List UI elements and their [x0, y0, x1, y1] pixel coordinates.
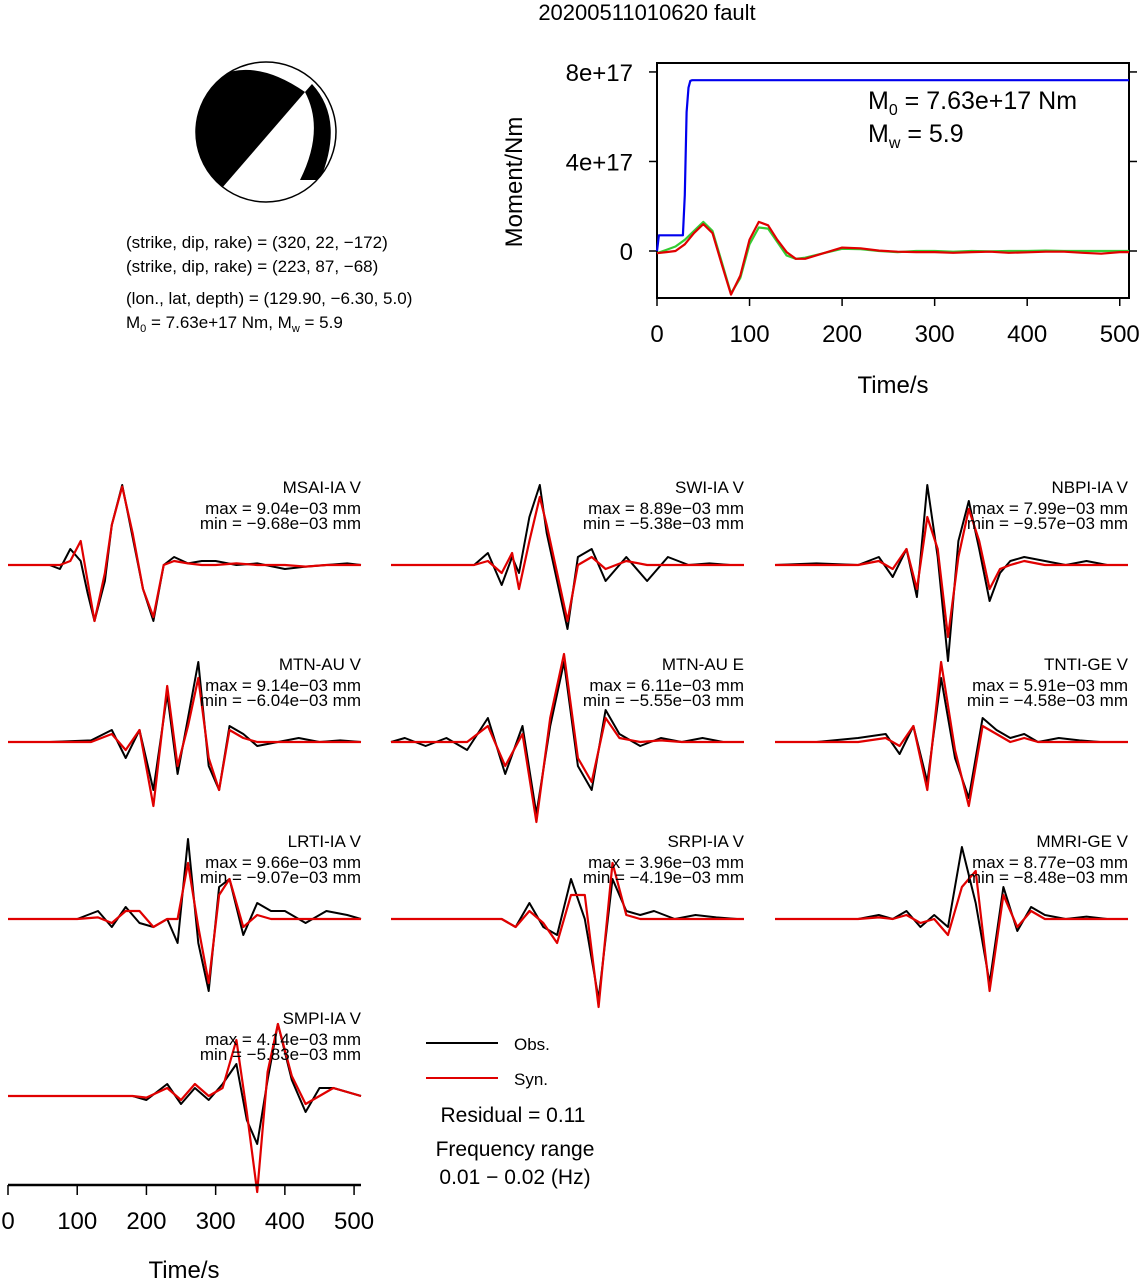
moment-series-red	[656, 220, 1129, 296]
station-name: MSAI-IA V	[283, 478, 362, 497]
observed-trace	[391, 878, 744, 1000]
station-name: MMRI-GE V	[1036, 832, 1128, 851]
synthetic-trace	[8, 1022, 362, 1194]
station-min: min = −8.48e−03 mm	[967, 868, 1128, 887]
station-name: SRPI-IA V	[667, 832, 744, 851]
station-name: SMPI-IA V	[283, 1009, 362, 1028]
station-max: max = 9.14e−03 mm	[205, 676, 361, 695]
moment-annotation-m0-value: 7.63e+17 Nm	[926, 87, 1077, 115]
figure-title: 20200511010620 fault	[538, 0, 755, 25]
station-max: max = 9.66e−03 mm	[205, 853, 361, 872]
moment-chart-axes: 0 100 200 300 400 500 0 4e+17 8e+17	[566, 60, 1140, 348]
station-max: max = 4.14e−03 mm	[205, 1030, 361, 1049]
observed-trace	[391, 484, 744, 630]
residual-text: Residual = 0.11	[441, 1104, 586, 1127]
synthetic-trace	[8, 485, 361, 623]
station-max: max = 5.91e−03 mm	[972, 676, 1128, 695]
moment-rate-chart: 0 100 200 300 400 500 0 4e+17 8e+17 Moment/Nm Ti…	[501, 60, 1140, 399]
moment-summary: M0 = 7.63e+17 Nm, Mw = 5.9	[126, 313, 343, 335]
waveform-xtick-label: 0	[1, 1208, 14, 1235]
waveform-xtick-label: 200	[126, 1208, 166, 1235]
moment-xtick-label: 0	[650, 321, 663, 348]
station-max: max = 8.77e−03 mm	[972, 853, 1128, 872]
station-min: min = −9.68e−03 mm	[200, 514, 361, 533]
hypocenter-text: (lon., lat, depth) = (129.90, −6.30, 5.0…	[126, 289, 412, 308]
station-min: min = −4.19e−03 mm	[583, 868, 744, 887]
waveform-xlabel: Time/s	[148, 1257, 219, 1281]
frequency-label: Frequency range	[436, 1138, 595, 1161]
legend-syn-label: Syn.	[514, 1070, 548, 1089]
station-max: max = 6.11e−03 mm	[589, 676, 744, 695]
fault-plane-2: (strike, dip, rake) = (223, 87, −68)	[126, 257, 378, 276]
station-max: max = 3.96e−03 mm	[588, 853, 744, 872]
station-name: MTN-AU V	[279, 655, 362, 674]
legend-obs-label: Obs.	[514, 1035, 550, 1054]
synthetic-trace	[775, 507, 1128, 639]
moment-annotation-mw: Mw = 5.9	[868, 120, 964, 152]
synthetic-trace	[8, 861, 361, 985]
moment-chart-frame	[656, 62, 1130, 299]
moment-xtick-label: 200	[822, 321, 862, 348]
moment-ytick-label: 4e+17	[566, 149, 633, 176]
legend: Obs. Syn.	[426, 1035, 550, 1089]
waveform-xtick-label: 100	[57, 1208, 97, 1235]
observed-trace	[774, 484, 1128, 662]
station-min: min = −4.58e−03 mm	[967, 691, 1128, 710]
moment-summary-m0: 7.63e+17 Nm	[166, 313, 269, 332]
moment-series-blue	[655, 79, 1129, 252]
moment-annotation-mw-value: 5.9	[929, 120, 964, 148]
moment-xtick-label: 100	[730, 321, 770, 348]
waveform-xtick-label: 500	[334, 1208, 374, 1235]
synthetic-trace	[775, 869, 1128, 993]
station-name: SWI-IA V	[675, 478, 745, 497]
station-name: TNTI-GE V	[1044, 655, 1129, 674]
synthetic-trace	[391, 652, 744, 824]
station-name: NBPI-IA V	[1051, 478, 1128, 497]
station-min: min = −9.57e−03 mm	[967, 514, 1128, 533]
fault-plane-1: (strike, dip, rake) = (320, 22, −172)	[126, 233, 388, 252]
moment-xlabel: Time/s	[857, 372, 928, 399]
moment-xtick-label: 500	[1100, 321, 1140, 348]
moment-ylabel: Moment/Nm	[501, 117, 528, 248]
synthetic-trace	[391, 861, 744, 1009]
synthetic-trace	[775, 660, 1128, 808]
moment-summary-mw: 5.9	[319, 313, 343, 332]
synthetic-trace	[8, 676, 361, 808]
station-min: min = −5.83e−03 mm	[200, 1045, 361, 1064]
synthetic-trace	[391, 495, 744, 623]
station-name: LRTI-IA V	[288, 832, 362, 851]
station-name: MTN-AU E	[662, 655, 744, 674]
moment-annotation-m0: M0 = 7.63e+17 Nm	[868, 87, 1077, 119]
station-min: min = −5.55e−03 mm	[583, 691, 744, 710]
station-max: max = 7.99e−03 mm	[972, 499, 1128, 518]
station-min: min = −9.07e−03 mm	[200, 868, 361, 887]
waveform-xtick-label: 300	[196, 1208, 236, 1235]
beachball-icon	[195, 61, 337, 203]
moment-chart-series	[655, 79, 1129, 296]
moment-ytick-label: 8e+17	[566, 60, 633, 87]
waveform-xtick-label: 400	[265, 1208, 305, 1235]
moment-xtick-label: 300	[915, 321, 955, 348]
moment-xtick-label: 400	[1007, 321, 1047, 348]
station-max: max = 9.04e−03 mm	[205, 499, 361, 518]
station-min: min = −5.38e−03 mm	[583, 514, 744, 533]
moment-ytick-label: 0	[620, 239, 633, 266]
frequency-range: 0.01 − 0.02 (Hz)	[439, 1166, 590, 1189]
station-max: max = 8.89e−03 mm	[588, 499, 744, 518]
observed-trace	[775, 677, 1128, 799]
waveform-time-axis: 0 100 200 300 400 500	[1, 1183, 374, 1235]
station-min: min = −6.04e−03 mm	[200, 691, 361, 710]
